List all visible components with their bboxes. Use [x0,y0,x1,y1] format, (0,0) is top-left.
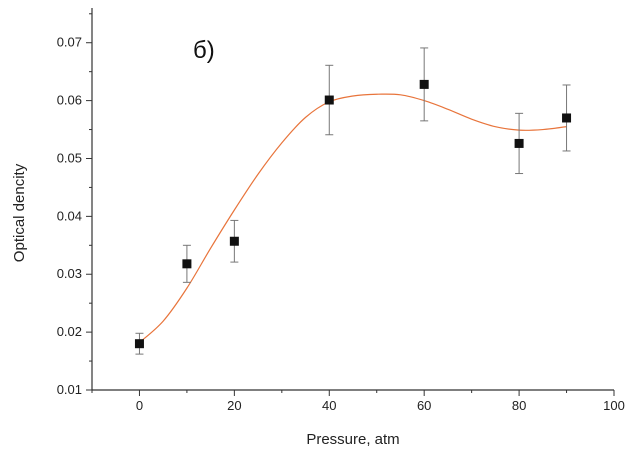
axes-frame [91,8,614,391]
data-point [514,138,524,148]
y-tick-labels: 0.01 0.02 0.03 0.04 0.05 0.06 0.07 [57,35,82,397]
x-axis-title: Pressure, atm [306,431,399,448]
error-bars [135,47,571,355]
y-tick-label: 0.02 [57,324,82,339]
x-tick-label: 60 [417,398,431,413]
x-tick-label: 100 [603,398,625,413]
x-tick-label: 0 [136,398,143,413]
y-tick-label: 0.01 [57,382,82,397]
data-point [562,113,572,123]
x-tick-label: 20 [227,398,241,413]
y-tick-label: 0.04 [57,208,82,223]
data-point [182,259,192,269]
data-points [134,79,572,349]
axis-ticks [86,13,615,396]
y-tick-label: 0.06 [57,93,82,108]
x-tick-labels: 0 20 40 60 80 100 [136,398,625,413]
x-tick-label: 40 [322,398,336,413]
y-axis-title: Optical dencity [11,163,28,262]
y-tick-label: 0.03 [57,266,82,281]
data-point [419,79,429,89]
data-point [324,95,334,105]
fit-curve-group [139,93,567,343]
y-tick-label: 0.05 [57,150,82,165]
y-tick-label: 0.07 [57,35,82,50]
x-tick-label: 80 [512,398,526,413]
data-point [229,236,239,246]
panel-annotation: б) [193,37,215,64]
data-point [134,339,144,349]
fit-curve [139,93,567,343]
